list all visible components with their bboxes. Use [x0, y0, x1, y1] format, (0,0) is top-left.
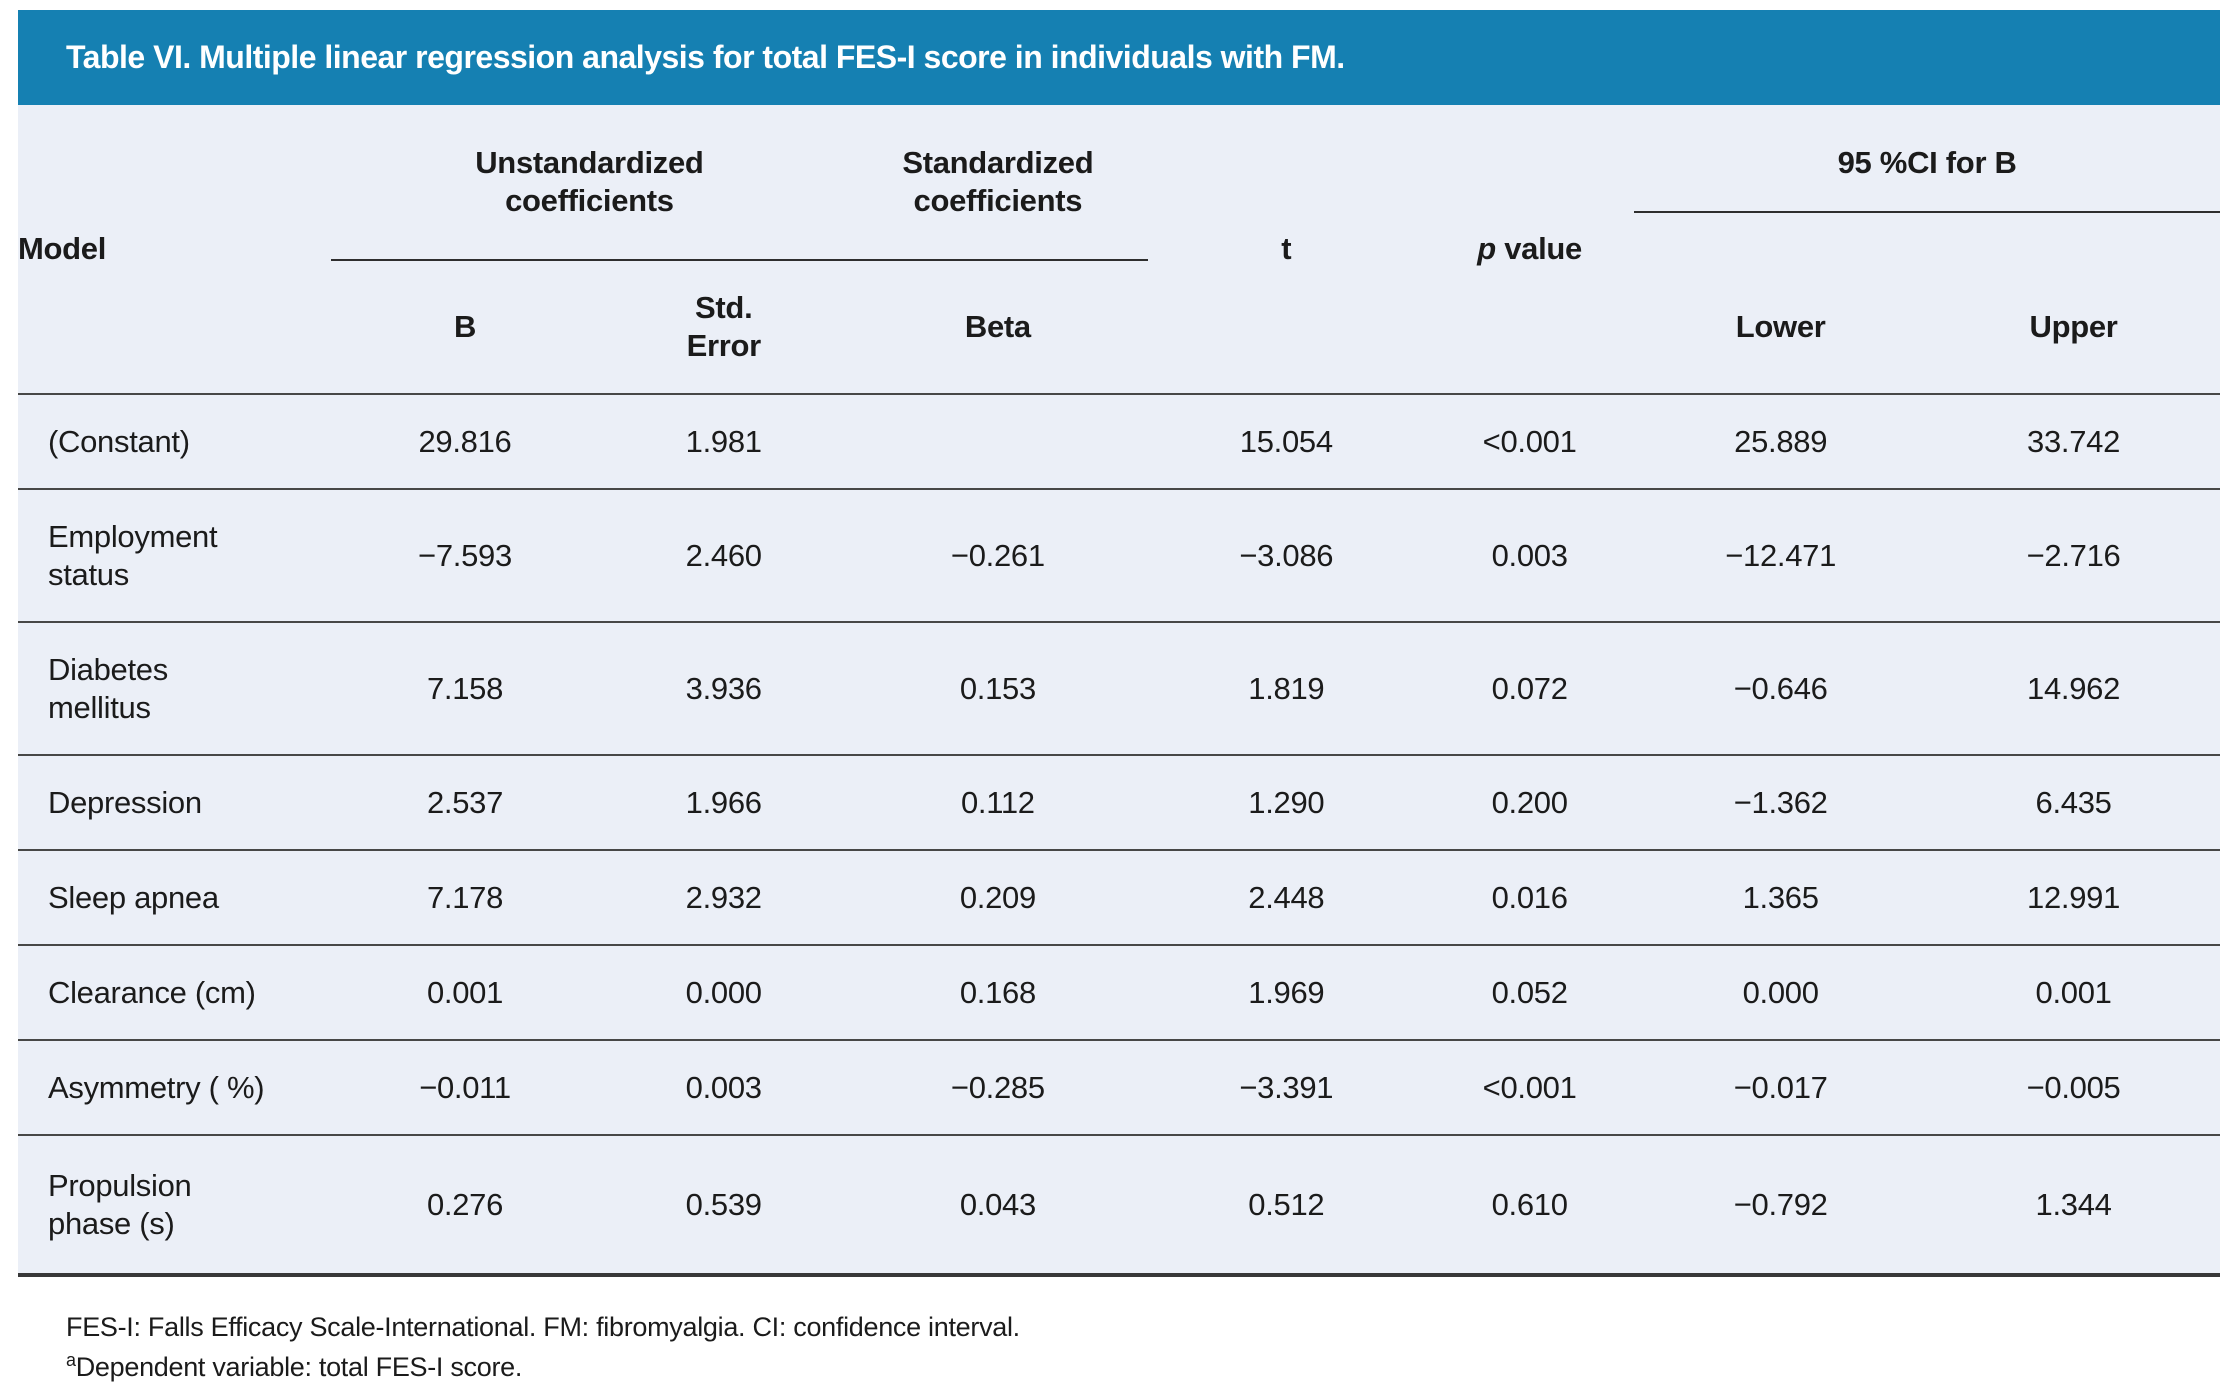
- value-cell-beta: 0.168: [959, 974, 1036, 1010]
- value-cell-t: 1.819: [1248, 670, 1325, 706]
- value-cell-p: 0.610: [1491, 1186, 1568, 1222]
- value-cell-upper: −2.716: [2026, 537, 2121, 573]
- value-cell-beta: −0.261: [950, 537, 1045, 573]
- value-cell-std-error: 2.460: [685, 537, 762, 573]
- value-cell-upper: 0.001: [2035, 974, 2112, 1010]
- value-cell-lower: −0.017: [1733, 1069, 1828, 1105]
- superscript-a: a: [66, 1350, 76, 1370]
- footnote-dependent-variable: aDependent variable: total FES-I score.: [66, 1347, 2202, 1387]
- value-cell-p: <0.001: [1482, 1069, 1577, 1105]
- value-cell-t: 1.290: [1248, 784, 1325, 820]
- value-cell-t: 2.448: [1248, 879, 1325, 915]
- value-cell-beta: [848, 394, 1147, 489]
- col-header-beta: Beta: [964, 309, 1031, 344]
- value-cell-beta: 0.112: [960, 784, 1035, 820]
- value-cell-lower: −0.646: [1733, 670, 1828, 706]
- model-cell: (Constant): [48, 423, 190, 459]
- value-cell-p: 0.072: [1491, 670, 1568, 706]
- table-row-clearance: Clearance (cm) 0.001 0.000 0.168 1.969 0…: [18, 945, 2220, 1040]
- col-group-standardized: Standardized coefficients: [848, 105, 1148, 261]
- value-cell-std-error: 0.003: [685, 1069, 762, 1105]
- col-header-std-error: Std. Error: [686, 290, 762, 363]
- model-cell: Clearance (cm): [48, 974, 256, 1010]
- p-value-rest: value: [1495, 231, 1582, 266]
- value-cell-upper: −0.005: [2026, 1069, 2121, 1105]
- value-cell-std-error: 0.000: [685, 974, 762, 1010]
- model-cell: Asymmetry ( %): [48, 1069, 265, 1105]
- model-cell: Propulsion phase (s): [48, 1167, 192, 1241]
- table-title-bar: Table VI. Multiple linear regression ana…: [18, 10, 2220, 105]
- value-cell-t: 1.969: [1248, 974, 1325, 1010]
- value-cell-b: −0.011: [419, 1069, 511, 1105]
- value-cell-upper: 1.344: [2035, 1186, 2112, 1222]
- value-cell-p: 0.200: [1491, 784, 1568, 820]
- value-cell-std-error: 1.966: [685, 784, 762, 820]
- model-cell: Employment status: [48, 518, 218, 592]
- value-cell-b: 0.001: [426, 974, 504, 1010]
- value-cell-std-error: 1.981: [685, 423, 762, 459]
- col-header-lower: Lower: [1735, 308, 1826, 344]
- table-title: Table VI. Multiple linear regression ana…: [66, 39, 1345, 75]
- ci-group-label: 95 %CI for B: [1634, 143, 2220, 213]
- value-cell-p: <0.001: [1482, 423, 1577, 459]
- value-cell-upper: 14.962: [2027, 670, 2121, 706]
- col-header-p-value: p value: [1425, 105, 1634, 394]
- value-cell-b: −7.593: [418, 537, 512, 573]
- model-cell: Sleep apnea: [48, 879, 219, 915]
- value-cell-upper: 12.991: [2027, 879, 2121, 915]
- value-cell-lower: 0.000: [1742, 974, 1819, 1010]
- value-cell-lower: −12.471: [1725, 537, 1837, 573]
- value-cell-t: −3.391: [1239, 1069, 1334, 1105]
- value-cell-b: 2.537: [426, 784, 504, 820]
- table-row-depression: Depression 2.537 1.966 0.112 1.290 0.200…: [18, 755, 2220, 850]
- value-cell-t: −3.086: [1239, 537, 1334, 573]
- p-value-italic: p: [1477, 231, 1496, 266]
- value-cell-b: 7.178: [426, 879, 504, 915]
- value-cell-p: 0.052: [1491, 974, 1568, 1010]
- value-cell-std-error: 0.539: [685, 1186, 762, 1222]
- table-row-constant: (Constant) 29.816 1.981 15.054 <0.001 25…: [18, 394, 2220, 489]
- footnote-abbreviations: FES-I: Falls Efficacy Scale-Internationa…: [66, 1312, 1020, 1342]
- value-cell-lower: −1.362: [1733, 784, 1828, 820]
- value-cell-std-error: 3.936: [685, 670, 762, 706]
- col-header-t: t: [1281, 231, 1292, 266]
- model-cell: Diabetes mellitus: [48, 651, 168, 725]
- value-cell-lower: −0.792: [1733, 1186, 1828, 1222]
- value-cell-lower: 25.889: [1734, 423, 1828, 459]
- value-cell-beta: −0.285: [950, 1069, 1045, 1105]
- value-cell-p: 0.003: [1491, 537, 1568, 573]
- value-cell-beta: 0.153: [959, 670, 1036, 706]
- model-cell: Depression: [48, 784, 202, 820]
- value-cell-b: 7.158: [426, 670, 504, 706]
- value-cell-beta: 0.209: [959, 879, 1036, 915]
- col-header-b: B: [453, 309, 477, 344]
- table-header: Model Unstandardized coefficients Standa…: [18, 105, 2220, 394]
- value-cell-t: 0.512: [1248, 1186, 1325, 1222]
- col-header-upper: Upper: [2029, 308, 2118, 344]
- regression-table: Model Unstandardized coefficients Standa…: [18, 105, 2220, 1277]
- value-cell-upper: 6.435: [2035, 784, 2112, 820]
- table-row-asymmetry: Asymmetry ( %) −0.011 0.003 −0.285 −3.39…: [18, 1040, 2220, 1135]
- value-cell-t: 15.054: [1239, 423, 1333, 459]
- table-row-propulsion-phase: Propulsion phase (s) 0.276 0.539 0.043 0…: [18, 1135, 2220, 1275]
- value-cell-lower: 1.365: [1742, 879, 1819, 915]
- value-cell-beta: 0.043: [959, 1186, 1036, 1222]
- value-cell-upper: 33.742: [2027, 423, 2121, 459]
- col-header-model: Model: [18, 231, 107, 266]
- footnotes: FES-I: Falls Efficacy Scale-Internationa…: [66, 1307, 2202, 1387]
- value-cell-std-error: 2.932: [685, 879, 762, 915]
- table-row-employment-status: Employment status −7.593 2.460 −0.261 −3…: [18, 489, 2220, 622]
- value-cell-b: 29.816: [418, 423, 512, 459]
- value-cell-b: 0.276: [426, 1186, 504, 1222]
- col-group-unstandardized: Unstandardized coefficients: [330, 105, 849, 261]
- table-row-sleep-apnea: Sleep apnea 7.178 2.932 0.209 2.448 0.01…: [18, 850, 2220, 945]
- footnote-dependent-text: Dependent variable: total FES-I score.: [75, 1352, 523, 1382]
- col-group-ci: 95 %CI for B: [1634, 105, 2220, 260]
- table-row-diabetes-mellitus: Diabetes mellitus 7.158 3.936 0.153 1.81…: [18, 622, 2220, 755]
- table-body: (Constant) 29.816 1.981 15.054 <0.001 25…: [18, 394, 2220, 1275]
- value-cell-p: 0.016: [1491, 879, 1568, 915]
